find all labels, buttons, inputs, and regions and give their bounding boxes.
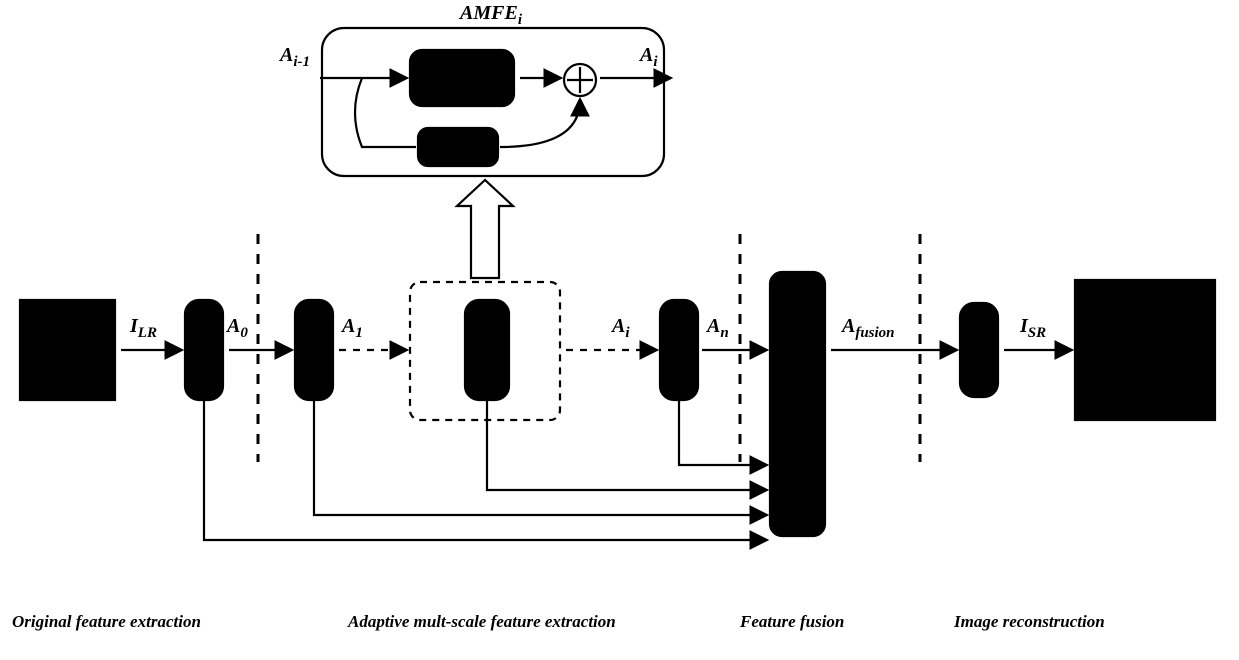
section-adapt: Adaptive mult-scale feature extraction <box>348 612 616 632</box>
section-orig: Original feature extraction <box>12 612 201 632</box>
label-a0: A0 <box>227 315 248 342</box>
label-isr: ISR <box>1020 315 1046 342</box>
label-ilr: ILR <box>130 315 157 342</box>
label-aim1: Ai-1 <box>280 44 310 71</box>
section-recon: Image reconstruction <box>954 612 1105 632</box>
label-ai-top: Ai <box>640 44 658 71</box>
label-an: An <box>707 315 729 342</box>
label-amfe: AMFEi <box>460 2 522 29</box>
section-fusion: Feature fusion <box>740 612 844 632</box>
label-a1: A1 <box>342 315 363 342</box>
label-ai: Ai <box>612 315 630 342</box>
label-afusion: Afusion <box>842 315 895 342</box>
